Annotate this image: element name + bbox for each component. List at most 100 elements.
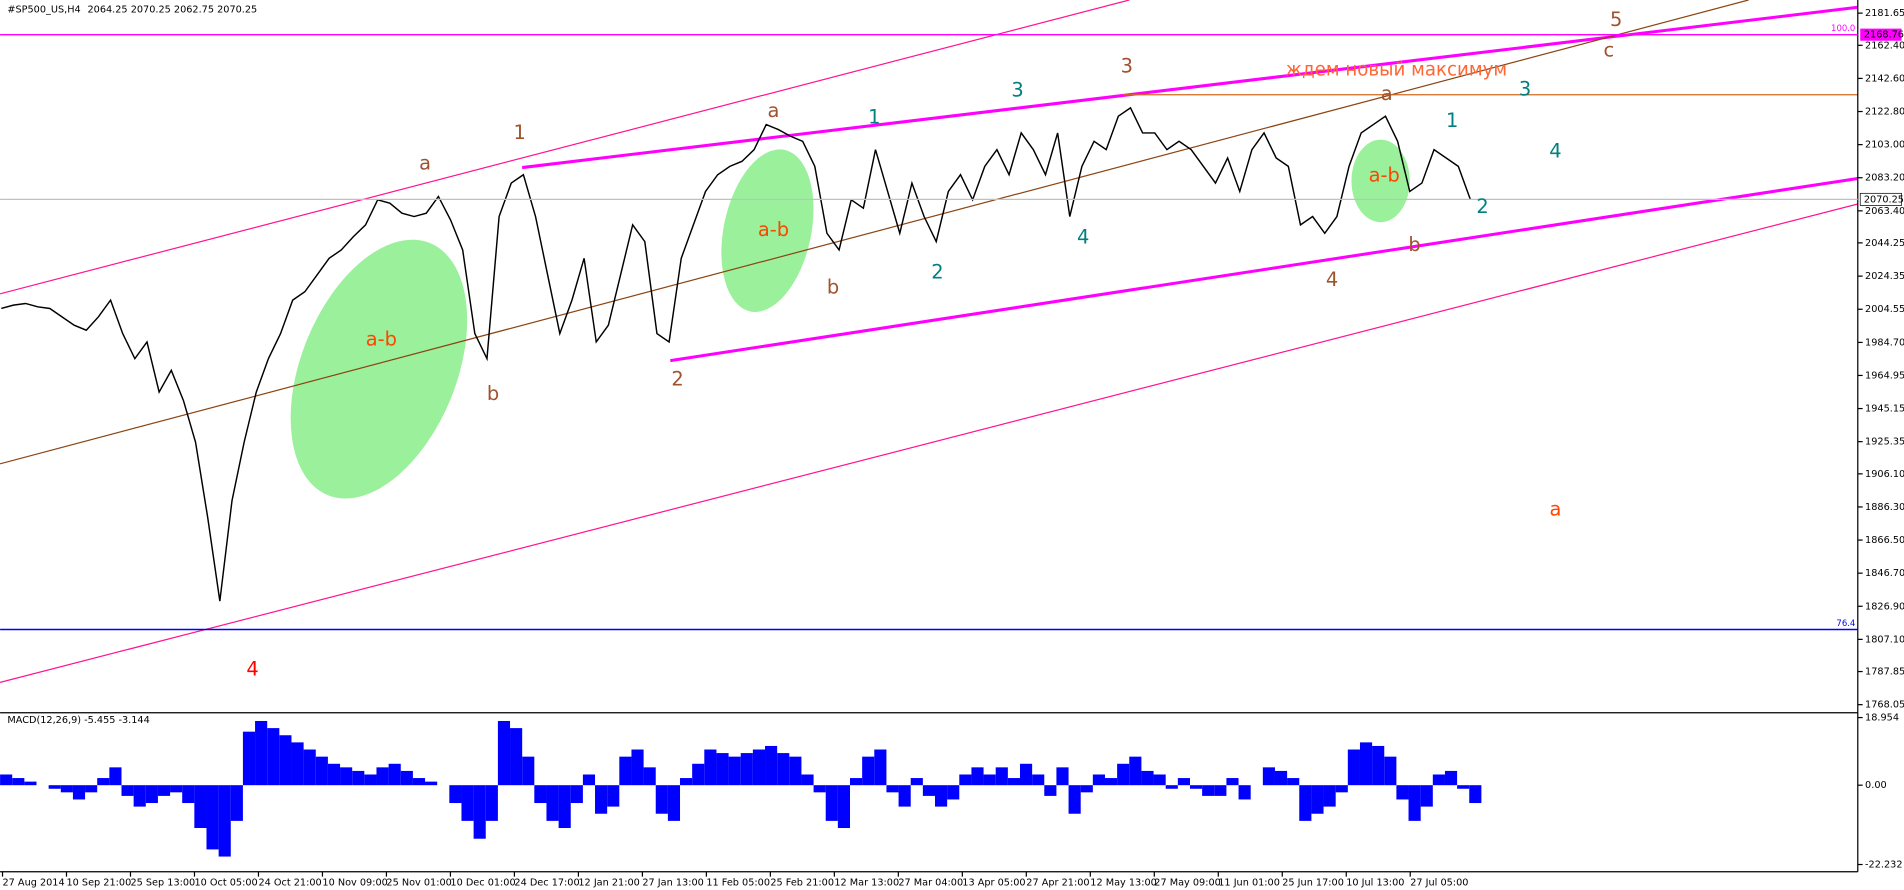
macd-bar: [85, 785, 98, 793]
macd-bar: [1457, 785, 1470, 789]
macd-bar: [789, 756, 802, 786]
macd-bar: [48, 785, 61, 789]
macd-bar: [546, 785, 559, 821]
macd-bar: [971, 767, 984, 786]
macd-bar: [582, 774, 596, 786]
macd-bar: [655, 785, 668, 814]
wave-label: b: [1408, 233, 1420, 256]
wave-label: 1: [1446, 109, 1458, 132]
overlays: [0, 0, 1859, 683]
macd-bar: [291, 742, 304, 786]
level-box: [1860, 28, 1902, 41]
macd-bar: [230, 785, 243, 821]
level-value-label: 2168.76: [1864, 30, 1904, 41]
wave-label: a: [1381, 82, 1393, 105]
y-tick-label: 1787.85: [1865, 667, 1904, 678]
x-tick-label: 27 Jul 05:00: [1410, 878, 1468, 889]
y-tick-label: 1846.70: [1865, 568, 1904, 579]
macd-bar: [947, 785, 960, 800]
macd-bar: [24, 781, 37, 786]
macd-bar: [1444, 770, 1458, 786]
macd-bar: [1359, 742, 1373, 786]
wave-zone: [1351, 139, 1410, 223]
wave-label: 2: [931, 261, 943, 284]
macd-bar: [983, 774, 996, 786]
macd-bar: [12, 778, 25, 786]
macd-bar: [1311, 785, 1324, 814]
macd-bar: [376, 767, 389, 786]
macd-bar: [1007, 778, 1020, 786]
y-tick-label: 2063.40: [1865, 206, 1904, 217]
wave-label: 4: [1549, 139, 1561, 162]
macd-bar: [825, 785, 838, 821]
trend-line: [670, 176, 1859, 363]
x-tick-label: 27 Jan 13:00: [642, 878, 703, 889]
macd-bar: [1080, 785, 1093, 793]
macd-bar: [218, 785, 231, 857]
macd-bar: [813, 785, 826, 793]
macd-bar: [1347, 749, 1360, 786]
macd-bar: [1189, 785, 1203, 789]
x-tick-label: 12 May 13:00: [1090, 878, 1157, 889]
macd-bar: [157, 785, 171, 796]
macd-bar: [255, 720, 268, 786]
macd-bar: [340, 767, 353, 786]
macd-bar: [1117, 763, 1130, 786]
y-tick-label: 1768.05: [1865, 700, 1904, 711]
y-tick-label: 1964.95: [1865, 370, 1904, 381]
macd-bar: [485, 785, 498, 821]
x-tick-label: 11 Jun 01:00: [1218, 878, 1280, 889]
y-tick-label: 2044.25: [1865, 238, 1904, 249]
macd-bar: [752, 749, 766, 786]
macd-bar: [1141, 770, 1154, 786]
macd-bar: [510, 728, 523, 786]
x-tick-label: 11 Feb 05:00: [706, 878, 770, 889]
macd-bar: [898, 785, 911, 807]
macd-bar: [959, 774, 972, 786]
trend-line: [0, 0, 1749, 465]
y-tick-label: 1866.50: [1865, 535, 1904, 546]
macd-bar: [1226, 778, 1239, 786]
macd-bar: [850, 778, 863, 786]
macd-bar: [60, 785, 73, 793]
macd-bar: [886, 785, 899, 793]
x-tick-label: 10 Dec 01:00: [450, 878, 515, 889]
macd-bar: [595, 785, 608, 814]
macd-bar: [704, 749, 717, 786]
y-tick-label: 1886.30: [1865, 502, 1904, 513]
y-tick-label: 2142.60: [1865, 73, 1904, 84]
macd-bar: [728, 756, 741, 786]
level-label: 76.4: [1836, 619, 1855, 629]
macd-bar: [315, 756, 328, 786]
wave-label: a: [1549, 497, 1561, 520]
trend-line: [0, 203, 1858, 683]
macd-bar: [194, 785, 207, 829]
y-tick-label: 0.00: [1865, 780, 1887, 791]
wave-label: 3: [1121, 54, 1133, 77]
x-tick-label: 12 Mar 13:00: [834, 878, 899, 889]
macd-bar: [910, 778, 923, 786]
macd-bar: [1165, 785, 1178, 789]
wave-label: 1: [514, 121, 526, 144]
price-line: [1, 106, 1472, 602]
macd-bar: [449, 785, 462, 804]
macd-bar: [279, 735, 292, 786]
macd-bar: [1056, 767, 1069, 786]
wave-label: a-b: [366, 327, 397, 350]
macd-bar: [1092, 774, 1105, 786]
y-tick-label: 1925.35: [1865, 437, 1904, 448]
macd-bar: [740, 753, 753, 786]
wave-label: 4: [246, 658, 258, 681]
x-tick-label: 27 Apr 21:00: [1026, 878, 1089, 889]
macd-bar: [680, 778, 693, 786]
macd-bar: [1032, 774, 1045, 786]
macd-bar: [1262, 767, 1275, 786]
macd-bar: [534, 785, 547, 804]
macd-bar: [303, 749, 316, 786]
macd-bar: [364, 774, 377, 786]
macd-bar: [1202, 785, 1215, 796]
x-tick-label: 12 Jan 21:00: [578, 878, 639, 889]
wave-label: 1: [868, 105, 880, 128]
macd-bar: [1335, 785, 1348, 793]
macd-bar: [570, 785, 583, 804]
